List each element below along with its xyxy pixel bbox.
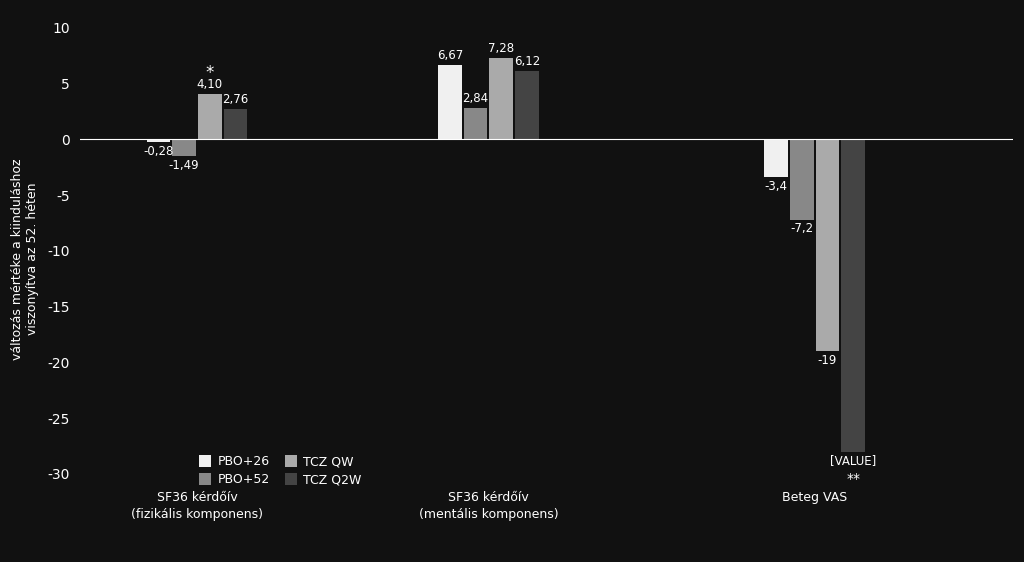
Bar (146, 139, 170, 143)
Text: -3,4: -3,4 (765, 180, 787, 193)
Bar (172, 139, 196, 156)
Bar (489, 58, 513, 139)
Text: -19: -19 (818, 354, 838, 367)
Text: -0,28: -0,28 (143, 145, 174, 158)
Text: -7,2: -7,2 (791, 223, 813, 235)
Bar (816, 139, 840, 351)
Bar (515, 71, 539, 139)
Text: 2,76: 2,76 (222, 93, 249, 106)
Y-axis label: változás mértéke a kiinduláshoz
viszonyítva az 52. héten: változás mértéke a kiinduláshoz viszonyí… (11, 158, 39, 360)
Bar (464, 108, 487, 139)
Text: [VALUE]: [VALUE] (830, 455, 877, 468)
Bar (791, 139, 814, 220)
Text: 6,12: 6,12 (514, 55, 540, 69)
Text: **: ** (846, 472, 860, 486)
Text: 6,67: 6,67 (437, 49, 463, 62)
Text: 7,28: 7,28 (488, 42, 514, 56)
Text: -1,49: -1,49 (169, 158, 200, 172)
Text: 4,10: 4,10 (197, 78, 223, 91)
Legend: PBO+26, PBO+52, TCZ QW, TCZ Q2W: PBO+26, PBO+52, TCZ QW, TCZ Q2W (199, 455, 361, 486)
Text: Beteg VAS: Beteg VAS (782, 491, 847, 504)
Bar (198, 94, 221, 139)
Bar (223, 108, 247, 139)
Text: 2,84: 2,84 (463, 92, 488, 105)
Bar (438, 65, 462, 139)
Text: SF36 kérdőív
(fizikális komponens): SF36 kérdőív (fizikális komponens) (131, 491, 263, 520)
Bar (765, 139, 788, 177)
Text: SF36 kérdőív
(mentális komponens): SF36 kérdőív (mentális komponens) (419, 491, 558, 520)
Text: *: * (206, 65, 214, 83)
Bar (842, 139, 865, 452)
